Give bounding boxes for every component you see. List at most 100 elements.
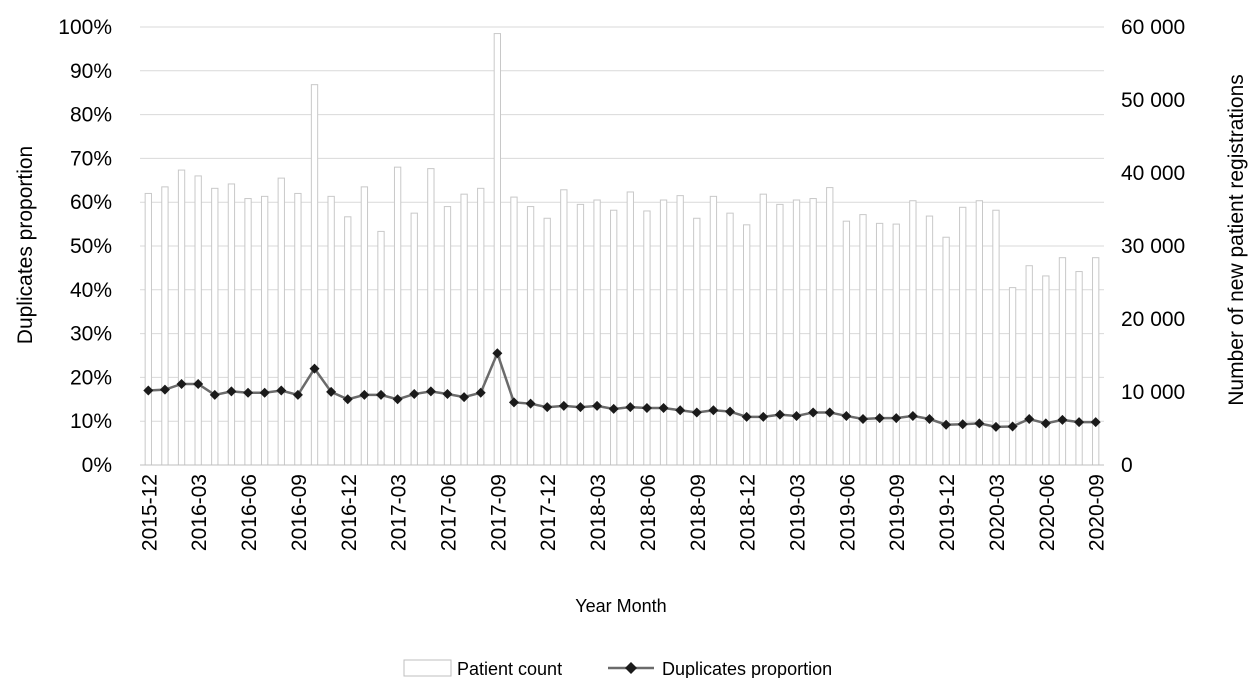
point-duplicates-proportion xyxy=(924,414,935,425)
x-tick-label: 2019-09 xyxy=(886,474,909,551)
point-duplicates-proportion xyxy=(459,392,470,403)
y-right-tick-label: 60 000 xyxy=(1121,16,1185,39)
y-left-tick-label: 60% xyxy=(70,191,112,214)
x-tick-label: 2018-03 xyxy=(587,474,610,551)
point-duplicates-proportion xyxy=(608,403,619,414)
bar-patient-count xyxy=(393,166,402,466)
y-left-tick-label: 100% xyxy=(58,16,112,39)
legend-marker-duplicates xyxy=(625,662,637,674)
x-tick-label: 2018-12 xyxy=(737,474,760,551)
point-duplicates-proportion xyxy=(957,419,968,430)
bar-patient-count xyxy=(410,212,418,466)
point-duplicates-proportion xyxy=(841,410,852,421)
bar-patient-count xyxy=(1058,257,1067,466)
bar-patient-count xyxy=(194,175,202,466)
bar-patient-count xyxy=(493,33,502,466)
point-duplicates-proportion xyxy=(891,413,902,424)
bar-patient-count xyxy=(659,199,668,466)
point-duplicates-proportion xyxy=(774,409,785,420)
bar-patient-count xyxy=(377,230,385,466)
point-duplicates-proportion xyxy=(558,400,569,411)
x-tick-label: 2020-09 xyxy=(1086,474,1109,551)
point-duplicates-proportion xyxy=(525,398,536,409)
point-duplicates-proportion xyxy=(1074,417,1085,428)
bar-patient-count xyxy=(260,195,269,466)
y-left-tick-label: 40% xyxy=(70,279,112,302)
bar-patient-count xyxy=(1008,287,1017,466)
x-tick-label: 2017-03 xyxy=(388,474,411,551)
y-left-tick-label: 80% xyxy=(70,104,112,127)
bar-patient-count xyxy=(726,212,734,466)
point-duplicates-proportion xyxy=(292,389,303,400)
x-tick-label: 2016-03 xyxy=(188,474,211,551)
bar-patient-count xyxy=(809,198,817,466)
point-duplicates-proportion xyxy=(243,387,254,398)
bar-patient-count xyxy=(294,192,302,466)
y-right-tick-label: 50 000 xyxy=(1121,89,1185,112)
point-duplicates-proportion xyxy=(259,387,270,398)
point-duplicates-proportion xyxy=(309,363,320,374)
bar-patient-count xyxy=(327,195,335,466)
point-duplicates-proportion xyxy=(209,389,220,400)
point-duplicates-proportion xyxy=(641,403,652,414)
bar-patient-count xyxy=(776,203,784,466)
bar-patient-count xyxy=(576,203,585,466)
bar-patient-count xyxy=(925,215,934,466)
point-duplicates-proportion xyxy=(808,407,819,418)
x-tick-label: 2018-06 xyxy=(637,474,660,551)
point-duplicates-proportion xyxy=(858,414,868,425)
point-duplicates-proportion xyxy=(691,407,702,418)
bar-patient-count xyxy=(759,193,767,466)
point-duplicates-proportion xyxy=(409,389,420,400)
bar-patient-count xyxy=(610,209,618,466)
bar-patient-count xyxy=(942,236,950,466)
line-series xyxy=(143,348,1101,432)
point-duplicates-proportion xyxy=(276,385,287,396)
y-left-tick-label: 70% xyxy=(70,147,112,170)
bar-patient-count xyxy=(892,223,900,466)
x-tick-label: 2017-09 xyxy=(487,474,510,551)
point-duplicates-proportion xyxy=(1057,414,1068,425)
bar-patient-count xyxy=(144,192,152,466)
point-duplicates-proportion xyxy=(592,400,603,411)
bar-patient-count xyxy=(460,193,468,466)
point-duplicates-proportion xyxy=(824,407,835,418)
point-duplicates-proportion xyxy=(1090,417,1101,428)
bar-patient-count xyxy=(1075,271,1083,466)
point-duplicates-proportion xyxy=(359,389,370,400)
point-duplicates-proportion xyxy=(425,386,436,397)
point-duplicates-proportion xyxy=(226,386,237,397)
point-duplicates-proportion xyxy=(974,418,985,429)
x-tick-label: 2017-06 xyxy=(437,474,460,551)
bar-patient-count xyxy=(709,195,718,466)
bar-patient-count xyxy=(227,183,236,466)
bar-patient-count xyxy=(1092,257,1100,466)
point-duplicates-proportion xyxy=(725,406,736,417)
legend: Patient count Duplicates proportion xyxy=(403,659,832,678)
y-right-tick-label: 10 000 xyxy=(1121,381,1185,404)
bar-patient-count xyxy=(310,84,319,466)
bar-patient-count xyxy=(510,196,518,466)
point-duplicates-proportion xyxy=(159,384,170,395)
point-duplicates-proportion xyxy=(625,402,636,413)
bars xyxy=(144,33,1100,466)
point-duplicates-proportion xyxy=(143,385,154,396)
y-right-tick-label: 40 000 xyxy=(1121,162,1185,185)
x-tick-label: 2017-12 xyxy=(537,474,560,551)
bar-patient-count xyxy=(676,195,684,466)
point-duplicates-proportion xyxy=(1007,421,1018,432)
bar-patient-count xyxy=(1042,275,1050,466)
bar-patient-count xyxy=(1025,265,1033,466)
point-duplicates-proportion xyxy=(542,402,553,413)
point-duplicates-proportion xyxy=(492,348,503,359)
y-left-tick-label: 90% xyxy=(70,60,112,83)
x-tick-label: 2019-03 xyxy=(787,474,810,551)
point-duplicates-proportion xyxy=(1024,414,1035,425)
point-duplicates-proportion xyxy=(342,394,353,405)
y-left-tick-label: 10% xyxy=(70,410,112,433)
bar-patient-count xyxy=(211,187,219,466)
legend-label-duplicates-proportion: Duplicates proportion xyxy=(662,659,832,678)
bar-patient-count xyxy=(344,216,352,466)
